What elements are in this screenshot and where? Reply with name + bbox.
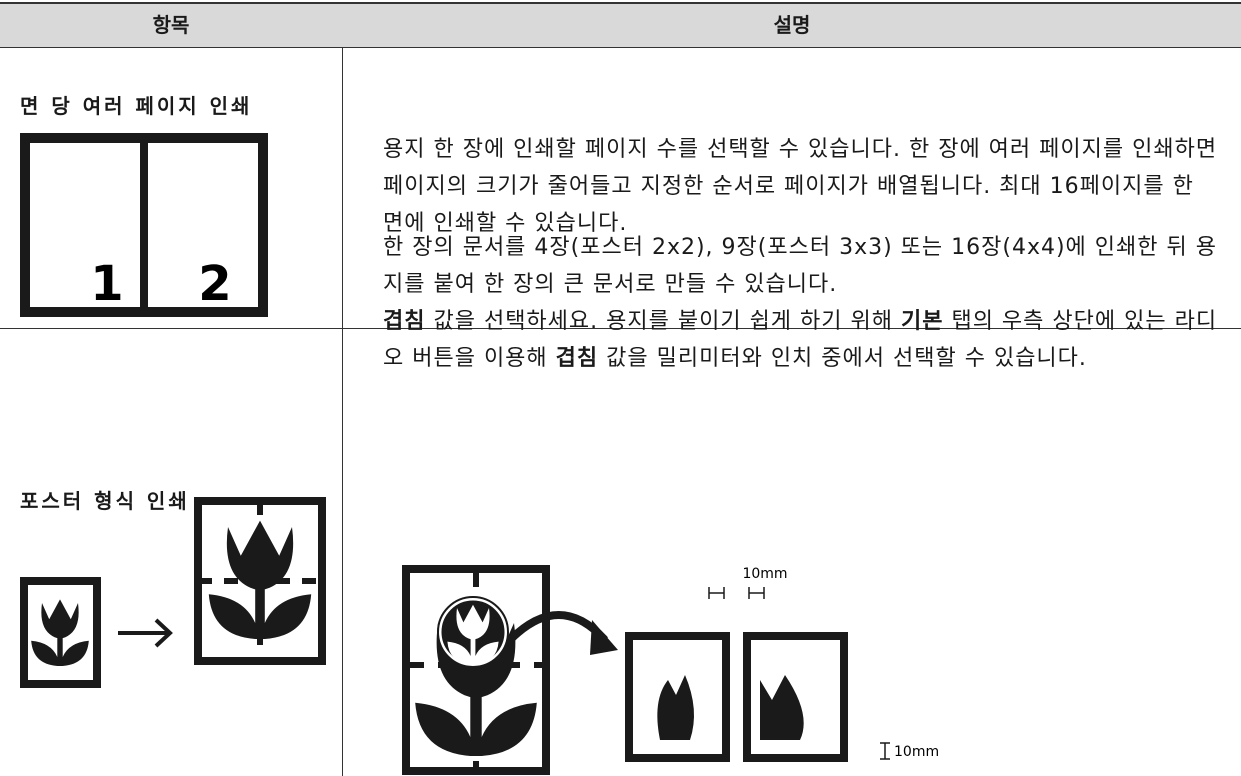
text: 한 장의 문서를 4장(포스터 2x2), 9장(포스터 3x3) 또는 16장… [383, 235, 1217, 297]
header-row [0, 2, 1241, 48]
header-cell: 항목 [152, 13, 190, 37]
arrow [118, 618, 173, 648]
paragraph: 용지 한 장에 인쇄할 페이지 수를 선택할 수 있습니다. 한 장에 여러 페… [383, 131, 1223, 242]
item-title: 면 당 여러 페이지 인쇄 [20, 94, 253, 118]
description: 한 장의 문서를 4장(포스터 2x2), 9장(포스터 3x3) 또는 16장… [383, 229, 1223, 377]
icon-label: 1 [90, 256, 123, 312]
item-title: 포스터 형식 인쇄 [20, 489, 190, 513]
text: 값을 밀리미터와 인치 중에서 선택할 수 있습니다. [598, 346, 1087, 371]
bold-text: 겹침 [555, 346, 599, 371]
small-poster [20, 577, 101, 688]
text: 값을 선택하세요. 용지를 붙이기 쉽게 하기 위해 [425, 309, 901, 334]
row-divider [0, 328, 1241, 329]
sheet [625, 632, 730, 762]
header-cell: 설명 [773, 13, 811, 37]
sheet [743, 632, 848, 762]
column-divider [342, 48, 343, 776]
figure-label: 10mm [742, 566, 787, 582]
paragraph: 한 장의 문서를 4장(포스터 2x2), 9장(포스터 3x3) 또는 16장… [383, 229, 1223, 303]
text: 용지 한 장에 인쇄할 페이지 수를 선택할 수 있습니다. 한 장에 여러 페… [383, 137, 1218, 236]
bold-text: 겹침 [383, 309, 426, 334]
bold-text: 기본 [900, 309, 944, 334]
icon-label: 2 [198, 256, 231, 312]
text: 탭의 우측 상단에 있는 라디오 버튼을 이용해 [383, 309, 1218, 371]
description: 용지 한 장에 인쇄할 페이지 수를 선택할 수 있습니다. 한 장에 여러 페… [383, 131, 1223, 242]
paragraph: 겹침 값을 선택하세요. 용지를 붙이기 쉽게 하기 위해 기본 탭의 우측 상… [383, 303, 1223, 377]
figure-label: 10mm [894, 744, 939, 760]
